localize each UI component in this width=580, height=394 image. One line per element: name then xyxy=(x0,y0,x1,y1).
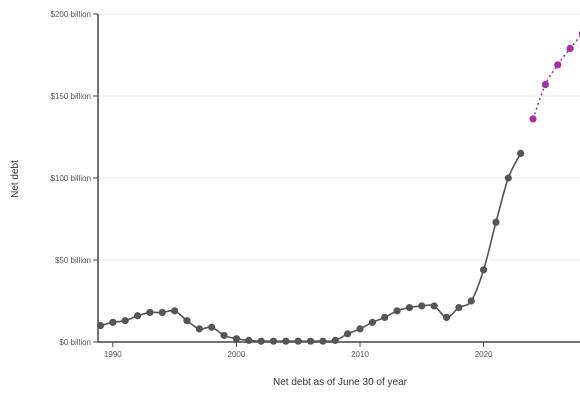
data-point xyxy=(109,318,117,326)
data-point xyxy=(554,61,562,69)
data-point xyxy=(405,303,414,312)
data-point xyxy=(121,317,129,325)
data-point xyxy=(245,336,253,344)
data-point xyxy=(442,313,451,321)
data-point xyxy=(319,337,327,345)
x-tick-label: 2000 xyxy=(228,350,246,359)
data-point xyxy=(344,330,352,338)
data-point xyxy=(195,325,203,333)
data-point xyxy=(393,307,401,315)
data-point xyxy=(566,44,574,53)
series-line-1 xyxy=(532,35,580,120)
data-point xyxy=(504,174,512,182)
y-tick-label: $200 billion xyxy=(51,10,91,19)
x-axis-title: Net debt as of June 30 of year xyxy=(273,377,408,388)
data-point xyxy=(541,80,549,89)
data-point xyxy=(480,266,488,274)
data-point xyxy=(306,337,315,345)
gridlines xyxy=(98,13,580,261)
data-point xyxy=(455,303,463,312)
y-tick-label: $0 billion xyxy=(59,338,91,347)
data-point xyxy=(183,317,191,325)
data-point xyxy=(208,323,216,331)
data-point xyxy=(294,337,302,345)
axes: $0 billion $50 billion $100 billion $150 bi… xyxy=(51,10,580,359)
y-axis-title: Net debt xyxy=(10,160,21,198)
y-tick-label: $100 billion xyxy=(51,174,91,183)
x-tick-label: 2020 xyxy=(475,350,493,359)
data-point xyxy=(418,302,426,310)
data-point xyxy=(158,308,166,317)
data-point xyxy=(269,337,278,345)
data-point xyxy=(133,312,142,320)
data-point xyxy=(368,318,376,326)
x-tick-label: 1990 xyxy=(104,350,122,359)
data-point xyxy=(467,297,475,305)
x-tick-label: 2010 xyxy=(351,350,369,359)
data-point xyxy=(430,302,438,310)
data-point xyxy=(492,218,500,226)
y-tick-label: $150 billion xyxy=(51,92,91,101)
data-point xyxy=(282,337,290,345)
data-point xyxy=(529,115,537,123)
data-point xyxy=(171,307,179,315)
data-point xyxy=(146,308,154,317)
data-point xyxy=(517,149,525,157)
data-point xyxy=(331,336,339,344)
y-tick-label: $50 billion xyxy=(55,256,91,265)
data-point xyxy=(232,335,241,343)
data-point xyxy=(96,322,105,330)
data-point xyxy=(381,313,389,321)
data-point xyxy=(257,337,265,345)
data-point xyxy=(356,325,364,333)
series xyxy=(96,31,580,345)
data-point xyxy=(220,331,228,340)
